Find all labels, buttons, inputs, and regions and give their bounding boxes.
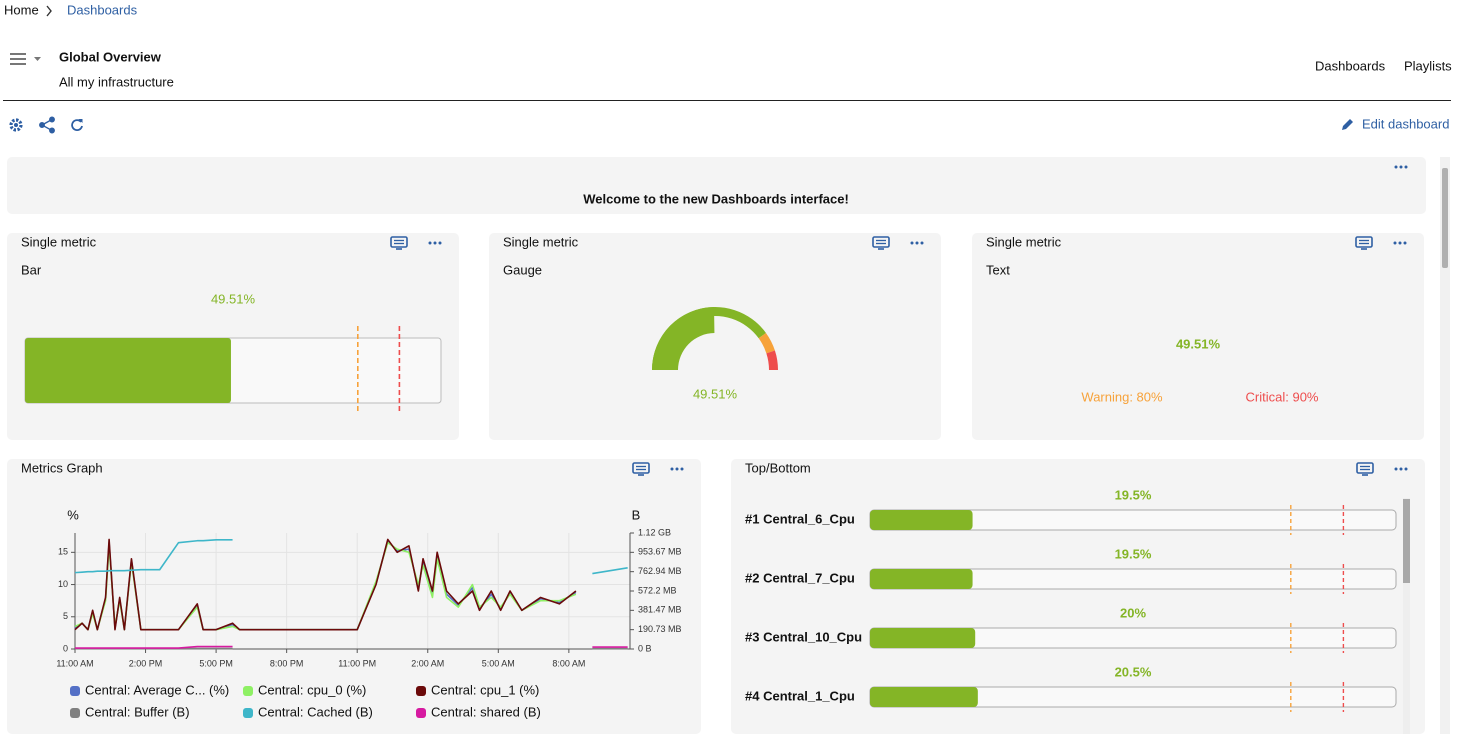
top-value-label: 20% [1120,605,1146,620]
legend-swatch[interactable] [70,708,80,718]
legend-swatch[interactable] [70,686,80,696]
welcome-panel [7,157,1426,214]
x-tick-label: 8:00 PM [270,658,304,668]
panel-menu[interactable] [1394,165,1408,169]
top-bar-fill [870,687,978,707]
top-bar-fill [870,569,973,589]
panel-menu[interactable] [428,241,442,245]
refresh-button[interactable] [71,119,83,131]
scrollbar-track [1403,498,1410,734]
x-tick-label: 5:00 PM [199,658,233,668]
x-tick-label: 8:00 AM [552,658,585,668]
series-line [74,538,577,631]
y-tick-label: 10 [58,579,68,589]
gauge-band-critical [766,350,778,370]
top-item-name: #3 Central_10_Cpu [745,629,862,644]
y-tick-label: 15 [58,547,68,557]
widget-subtitle: Bar [21,262,42,277]
metric-value: 49.51% [211,291,256,306]
metric-value: 49.51% [1176,336,1221,351]
y-tick-label: 0 [63,643,68,653]
x-tick-label: 2:00 AM [411,658,444,668]
page-subtitle: All my infrastructure [59,74,174,89]
series-line [74,538,628,575]
widget-subtitle: Gauge [503,262,542,277]
widget-title: Metrics Graph [21,460,103,475]
widget-title: Top/Bottom [745,460,811,475]
gauge-band-warning [758,332,775,354]
x-tick-label: 11:00 AM [56,658,93,668]
widget-panel [7,233,459,440]
top-bar-fill [870,510,973,530]
settings-button[interactable] [9,118,23,132]
edit-dashboard-label[interactable]: Edit dashboard [1362,116,1449,131]
y2-tick-label: 762.94 MB [638,566,682,576]
legend-swatch[interactable] [243,686,253,696]
y2-tick-label: 572.2 MB [638,585,677,595]
widget-panel [489,233,941,440]
critical-threshold: Critical: 90% [1246,389,1319,404]
gauge-value [652,307,715,370]
panel-menu[interactable] [910,241,924,245]
menu-button[interactable] [10,53,41,65]
breadcrumb-current[interactable]: Dashboards [67,2,138,17]
legend-label[interactable]: Central: shared (B) [431,704,541,719]
top-item-name: #1 Central_6_Cpu [745,511,855,526]
warning-threshold: Warning: 80% [1081,389,1163,404]
widget-title: Single metric [21,234,97,249]
legend-swatch[interactable] [243,708,253,718]
legend-label[interactable]: Central: Buffer (B) [85,704,190,719]
top-bar-fill [870,628,976,648]
y-tick-label: 5 [63,611,68,621]
top-value-label: 19.5% [1115,546,1152,561]
legend-label[interactable]: Central: Cached (B) [258,704,373,719]
welcome-text: Welcome to the new Dashboards interface! [583,191,849,206]
edit-dashboard-button[interactable]: Edit dashboard [1342,116,1449,131]
legend-label[interactable]: Central: cpu_1 (%) [431,682,539,697]
legend-swatch[interactable] [416,708,426,718]
widget-subtitle: Text [986,262,1010,277]
top-value-label: 19.5% [1115,487,1152,502]
y-axis-label: % [67,507,79,522]
breadcrumb-separator [46,5,52,17]
x-tick-label: 11:00 PM [338,658,376,668]
bar-fill [25,338,231,403]
top-value-label: 20.5% [1115,664,1152,679]
nav-link[interactable]: Playlists [1404,58,1452,73]
widget-title: Single metric [986,234,1062,249]
y2-tick-label: 1.12 GB [638,527,671,537]
panel-menu[interactable] [1394,467,1408,471]
breadcrumb-home[interactable]: Home [4,2,39,17]
x-tick-label: 2:00 PM [129,658,163,668]
y2-tick-label: 0 B [638,643,652,653]
panel-menu[interactable] [1393,241,1407,245]
page-title: Global Overview [59,49,162,64]
page-scrollbar-track [1440,157,1450,734]
y2-tick-label: 953.67 MB [638,547,682,557]
series-line [75,645,628,649]
legend-swatch[interactable] [416,686,426,696]
share-button[interactable] [39,116,55,134]
widget-panel [972,233,1424,440]
top-item-name: #2 Central_7_Cpu [745,570,855,585]
panel-menu[interactable] [670,467,684,471]
y2-axis-label: B [632,507,641,522]
y2-tick-label: 381.47 MB [638,605,682,615]
scrollbar-thumb[interactable] [1403,499,1410,583]
gauge-value: 49.51% [693,386,738,401]
nav-link[interactable]: Dashboards [1315,58,1386,73]
widget-title: Single metric [503,234,579,249]
y2-tick-label: 190.73 MB [638,624,682,634]
legend-label[interactable]: Central: cpu_0 (%) [258,682,366,697]
page-scrollbar-thumb[interactable] [1442,168,1448,268]
x-tick-label: 5:00 AM [482,658,515,668]
widget-panel [7,459,701,734]
legend-label[interactable]: Central: Average C... (%) [85,682,229,697]
top-item-name: #4 Central_1_Cpu [745,688,855,703]
